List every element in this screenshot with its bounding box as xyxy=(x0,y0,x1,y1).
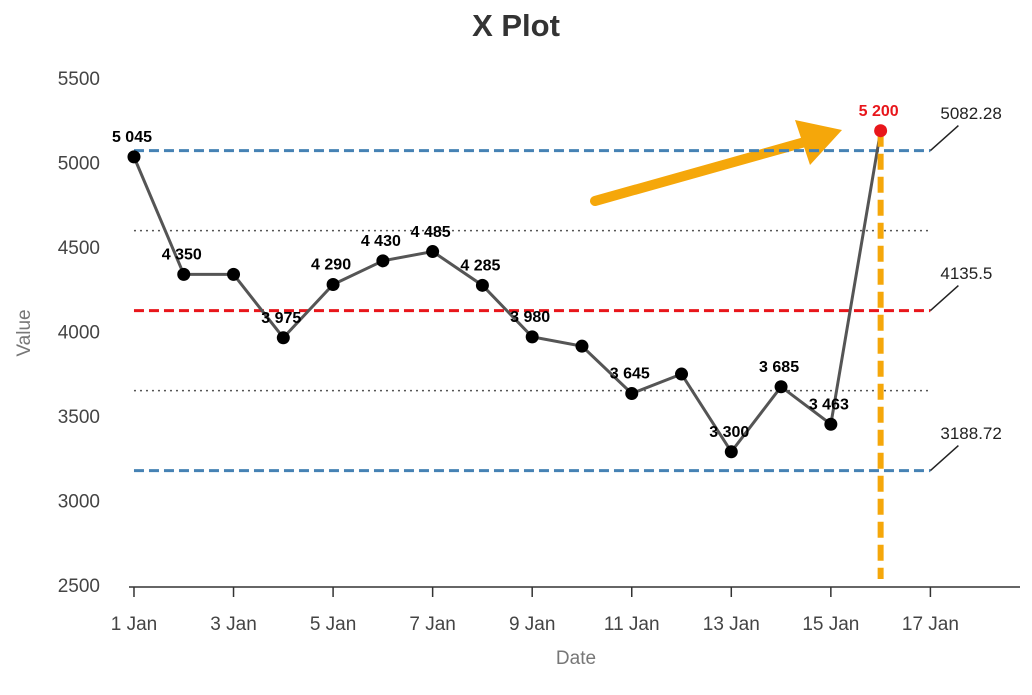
limit-leader xyxy=(929,445,959,472)
data-label: 4 485 xyxy=(411,224,451,241)
data-label: 3 975 xyxy=(261,310,301,327)
data-label: 5 200 xyxy=(859,103,899,120)
point xyxy=(326,277,340,291)
x-tick-label: 17 Jan xyxy=(902,614,959,635)
y-tick-label: 4500 xyxy=(58,238,100,259)
point xyxy=(475,278,489,292)
point xyxy=(625,386,639,400)
data-label: 4 430 xyxy=(361,233,401,250)
x-tick-label: 5 Jan xyxy=(310,614,356,635)
x-tick-label: 3 Jan xyxy=(210,614,256,635)
x-tick-label: 11 Jan xyxy=(604,614,660,635)
x-tick-label: 7 Jan xyxy=(409,614,455,635)
y-tick-label: 4000 xyxy=(58,323,100,344)
data-label: 4 285 xyxy=(460,258,500,275)
point xyxy=(426,245,440,259)
trend-arrow xyxy=(590,120,842,206)
chart-title: X Plot xyxy=(472,8,560,43)
point xyxy=(276,331,290,345)
data-label: 3 685 xyxy=(759,359,799,376)
point xyxy=(127,150,141,164)
y-tick-label: 5500 xyxy=(58,69,100,90)
point xyxy=(724,445,738,459)
data-label: 4 290 xyxy=(311,257,351,274)
x-tick-label: 13 Jan xyxy=(703,614,760,635)
point xyxy=(227,267,241,281)
limit-label: 3188.72 xyxy=(940,424,1001,443)
x-axis-label: Date xyxy=(556,648,596,669)
y-axis-label: Value xyxy=(14,309,35,356)
limit-label: 5082.28 xyxy=(940,104,1001,123)
point xyxy=(874,124,888,138)
data-label: 4 350 xyxy=(162,247,202,264)
y-tick-label: 3500 xyxy=(58,407,100,428)
point xyxy=(675,367,689,381)
data-label: 3 463 xyxy=(809,396,849,413)
data-label: 5 045 xyxy=(112,129,152,146)
point xyxy=(824,417,838,431)
point xyxy=(376,254,390,268)
data-label: 3 645 xyxy=(610,366,650,383)
y-tick-label: 5000 xyxy=(58,154,100,175)
point xyxy=(774,380,788,394)
point xyxy=(525,330,539,344)
limit-label: 4135.5 xyxy=(940,264,992,283)
data-label: 3 980 xyxy=(510,309,550,326)
x-tick-label: 1 Jan xyxy=(111,614,157,635)
limit-leader xyxy=(929,125,959,152)
data-label: 3 300 xyxy=(709,424,749,441)
series-line xyxy=(132,130,883,455)
x-tick-label: 15 Jan xyxy=(802,614,859,635)
x-tick-label: 9 Jan xyxy=(509,614,555,635)
y-tick-label: 3000 xyxy=(58,492,100,513)
limit-leader xyxy=(929,285,959,312)
point xyxy=(177,267,191,281)
point xyxy=(575,339,589,353)
y-tick-label: 2500 xyxy=(58,576,100,597)
